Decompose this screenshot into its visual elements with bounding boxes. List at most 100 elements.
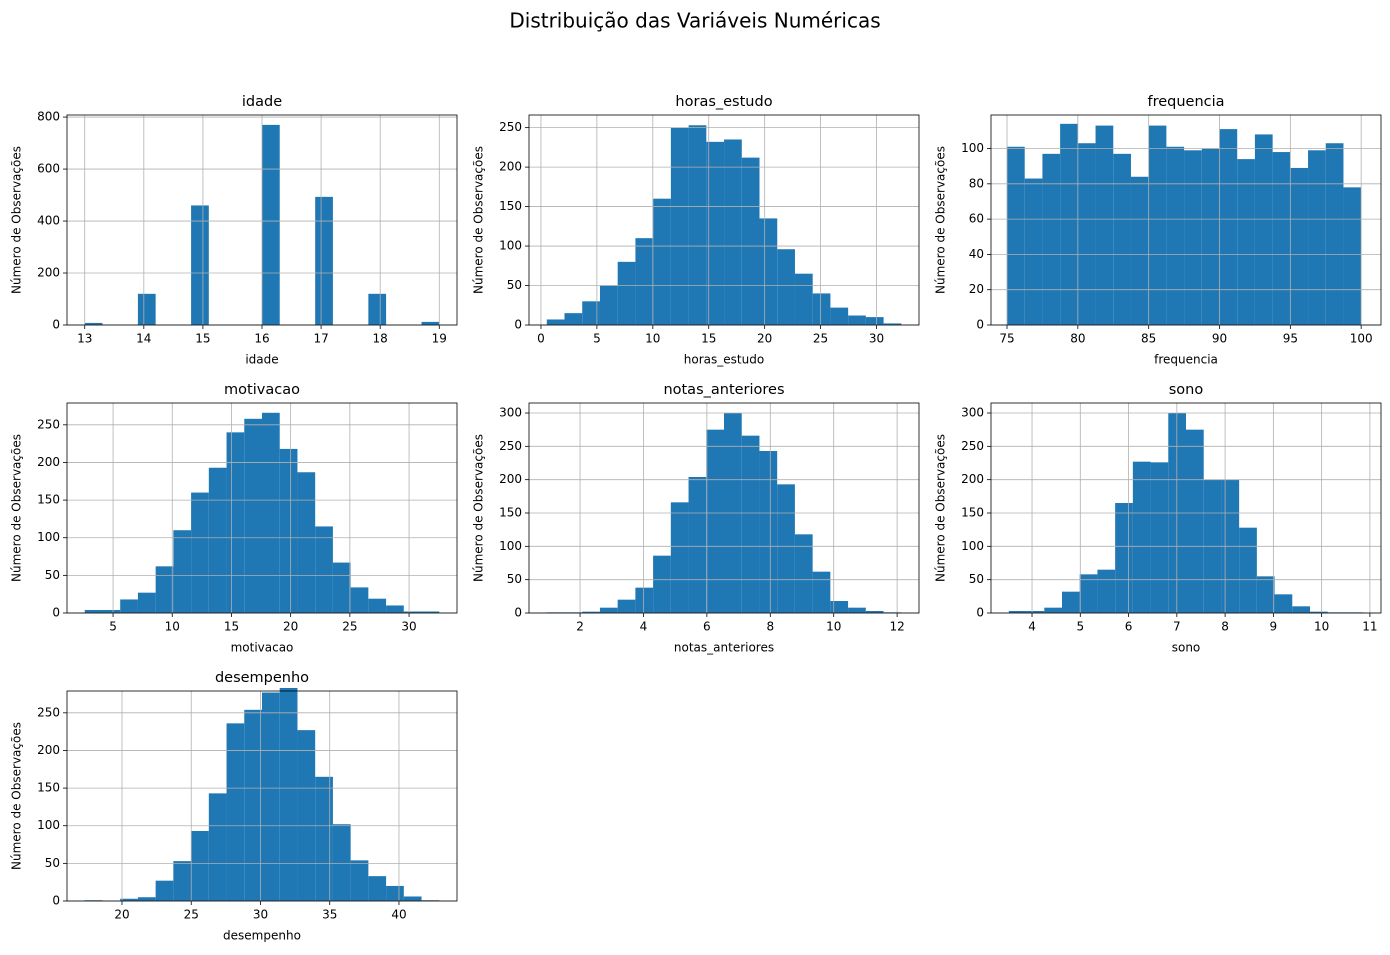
- bar: [173, 861, 192, 901]
- axes-frame: [66, 402, 458, 614]
- bar: [191, 492, 209, 613]
- x-tick-label: 30: [401, 620, 416, 634]
- x-axis-label: horas_estudo: [684, 353, 764, 367]
- bar: [670, 127, 689, 325]
- x-tick-label: 4: [640, 620, 648, 634]
- y-tick-label: 250: [961, 439, 984, 453]
- x-tick-label: 17: [313, 332, 328, 346]
- bar: [1166, 146, 1185, 325]
- bar: [279, 687, 298, 901]
- y-tick-label: 50: [969, 572, 984, 586]
- y-tick-label: 0: [52, 894, 60, 908]
- bar: [741, 157, 760, 325]
- y-tick-label: 800: [37, 110, 60, 124]
- bar: [315, 776, 333, 901]
- bar: [635, 238, 654, 325]
- bar: [777, 484, 795, 613]
- y-tick-label: 50: [45, 568, 60, 582]
- bar: [688, 477, 707, 613]
- bar: [155, 880, 174, 901]
- y-tick-label: 0: [52, 606, 60, 620]
- axes-frame: [528, 114, 920, 326]
- y-tick-label: 150: [499, 199, 522, 213]
- bar: [332, 824, 351, 901]
- bar: [191, 205, 209, 325]
- y-tick-label: 250: [499, 439, 522, 453]
- bar: [599, 607, 618, 613]
- x-tick-label: 20: [114, 908, 129, 922]
- x-tick-label: 15: [701, 332, 716, 346]
- x-tick-label: 16: [254, 332, 269, 346]
- bar: [759, 451, 778, 613]
- x-tick-label: 8: [766, 620, 774, 634]
- bar: [582, 301, 600, 325]
- y-tick-label: 200: [499, 472, 522, 486]
- bar: [332, 562, 351, 613]
- y-tick-label: 100: [961, 141, 984, 155]
- x-tick-label: 35: [322, 908, 337, 922]
- y-tick-label: 80: [969, 176, 984, 190]
- bar: [1325, 143, 1344, 325]
- bar: [617, 599, 636, 613]
- x-tick-label: 10: [165, 620, 180, 634]
- bar: [226, 723, 245, 901]
- bar: [1186, 429, 1204, 613]
- x-tick-label: 12: [889, 620, 904, 634]
- bar: [1201, 148, 1220, 325]
- axes-title: desempenho: [215, 670, 309, 686]
- axes-title: frequencia: [1147, 94, 1224, 110]
- y-tick-label: 20: [969, 282, 984, 296]
- bar: [262, 692, 280, 901]
- bar: [208, 467, 227, 613]
- x-tick-label: 2: [576, 620, 584, 634]
- bar: [1062, 591, 1080, 613]
- bar: [120, 599, 138, 613]
- y-tick-label: 0: [514, 318, 522, 332]
- x-tick-label: 14: [136, 332, 151, 346]
- bar: [155, 566, 174, 613]
- y-tick-label: 200: [37, 743, 60, 757]
- axes-frame: [66, 114, 458, 326]
- x-tick-label: 15: [224, 620, 239, 634]
- x-axis-label: idade: [245, 353, 278, 367]
- axes-frame: [990, 402, 1382, 614]
- x-tick-label: 25: [813, 332, 828, 346]
- x-tick-label: 19: [432, 332, 447, 346]
- bar: [1256, 576, 1275, 613]
- bar: [262, 412, 280, 613]
- bar: [102, 609, 121, 613]
- bar: [1290, 167, 1309, 325]
- bar: [368, 598, 387, 613]
- bar: [1343, 187, 1362, 325]
- y-axis-label: Número de Observações: [10, 146, 24, 294]
- x-tick-label: 30: [253, 908, 268, 922]
- bar: [297, 472, 316, 613]
- x-tick-label: 0: [537, 332, 545, 346]
- y-tick-label: 600: [37, 162, 60, 176]
- x-tick-label: 5: [109, 620, 117, 634]
- x-axis-label: notas_anteriores: [674, 641, 774, 655]
- bar: [741, 435, 760, 613]
- bar: [244, 709, 262, 901]
- bar: [865, 317, 884, 325]
- bar: [421, 321, 440, 325]
- bar: [1095, 125, 1114, 326]
- bar: [777, 249, 795, 325]
- x-tick-label: 15: [195, 332, 210, 346]
- x-tick-label: 5: [1076, 620, 1084, 634]
- bar: [1026, 611, 1045, 613]
- y-tick-label: 400: [37, 214, 60, 228]
- bar: [1113, 153, 1131, 325]
- bar: [564, 313, 583, 325]
- x-tick-label: 40: [391, 908, 406, 922]
- bar: [1130, 176, 1149, 325]
- bar: [670, 502, 689, 613]
- bar: [244, 418, 262, 613]
- y-tick-label: 100: [499, 539, 522, 553]
- y-tick-label: 50: [507, 278, 522, 292]
- y-tick-label: 150: [499, 506, 522, 520]
- bar: [403, 611, 422, 613]
- y-tick-label: 300: [499, 406, 522, 420]
- bar: [1292, 606, 1310, 613]
- y-tick-label: 250: [37, 705, 60, 719]
